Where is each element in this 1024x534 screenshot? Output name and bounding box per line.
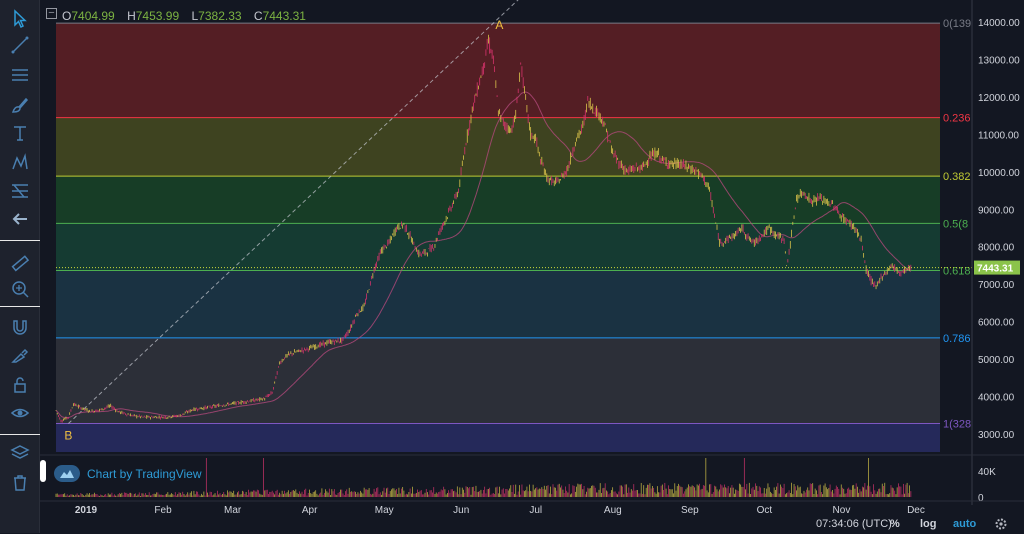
fib-zone: [56, 23, 940, 118]
eye-icon[interactable]: [6, 400, 34, 426]
toolbar-separator: [0, 434, 40, 435]
last-price-badge-text: 7443.31: [977, 264, 1014, 275]
close-key: C: [253, 9, 263, 23]
bottom-bar: 07:34:06 (UTC) % log auto: [40, 517, 1024, 533]
trash-icon[interactable]: [6, 470, 34, 496]
time-axis-tick: Jun: [453, 505, 469, 516]
low-value: 7382.33: [198, 9, 242, 23]
settings-gear-icon[interactable]: [994, 517, 1008, 534]
fib-zone: [56, 270, 940, 338]
time-axis-tick: Jul: [529, 505, 542, 516]
fib-point-a-label: A: [495, 18, 503, 32]
lock-icon[interactable]: [6, 372, 34, 398]
price-axis-tick: 14000.00: [978, 18, 1020, 29]
fib-level-label: 0.236: [943, 113, 971, 125]
fib-zone: [56, 117, 940, 177]
tradingview-watermark[interactable]: Chart by TradingView: [54, 465, 202, 482]
watermark-text: Chart by TradingView: [87, 466, 202, 481]
fib-level-label: 0.786: [943, 333, 971, 345]
cursor-icon[interactable]: [6, 6, 34, 32]
trend-line-icon[interactable]: [6, 32, 34, 58]
moving-average-line: [55, 91, 912, 418]
close-value: 7443.31: [262, 9, 306, 23]
toolbar-separator: [0, 240, 40, 241]
price-axis-tick: 10000.00: [978, 168, 1020, 179]
fib-level-label: 0.382: [943, 171, 971, 183]
volume-pane-handle[interactable]: [40, 460, 46, 482]
back-arrow-icon[interactable]: [6, 206, 34, 232]
log-toggle[interactable]: log: [920, 518, 937, 530]
fib-zone: [56, 176, 940, 224]
drawing-toolbar: [0, 0, 40, 533]
price-axis-tick: 8000.00: [978, 243, 1015, 254]
time-axis-tick: Dec: [907, 505, 925, 516]
time-axis-tick: Apr: [302, 505, 318, 516]
time-axis-tick: Feb: [154, 505, 172, 516]
time-axis-tick: 2019: [75, 505, 98, 516]
fib-zone: [56, 223, 940, 271]
fib-zone: [56, 337, 940, 424]
price-axis-tick: 9000.00: [978, 205, 1015, 216]
price-axis-tick: 3000.00: [978, 430, 1015, 441]
toolbar-separator: [0, 306, 40, 307]
price-axis-tick: 11000.00: [978, 130, 1019, 141]
time-axis-tick: Nov: [833, 505, 851, 516]
brush-icon[interactable]: [6, 92, 34, 118]
price-axis-tick: 12000.00: [978, 93, 1020, 104]
time-axis-tick: Aug: [604, 505, 622, 516]
high-key: H: [127, 9, 136, 23]
fib-trend-line[interactable]: [68, 0, 940, 424]
ohlc-legend: O7404.99 H7453.99 L7382.33 C7443.31: [62, 9, 315, 23]
low-key: L: [191, 9, 199, 23]
high-value: 7453.99: [135, 9, 180, 23]
price-axis-tick: 5000.00: [978, 355, 1015, 366]
ruler-icon[interactable]: [6, 250, 34, 276]
fib-level-label: 0.5(8: [943, 218, 968, 230]
price-axis-tick: 6000.00: [978, 318, 1015, 329]
layers-icon[interactable]: [6, 440, 34, 466]
time-axis-tick: Oct: [757, 505, 773, 516]
magnet-icon[interactable]: [6, 314, 34, 340]
time-axis-tick: Sep: [681, 505, 699, 516]
time-axis-tick: Mar: [224, 505, 242, 516]
volume-axis-tick: 0: [978, 493, 984, 504]
chart-area[interactable]: 0(139 0.236 0.382 0.5(8 0.618 0.786 1(328 A B 744…: [40, 0, 1024, 533]
zoom-icon[interactable]: [6, 276, 34, 302]
fib-zone: [56, 423, 940, 452]
text-icon[interactable]: [6, 120, 34, 146]
price-axis-tick: 7000.00: [978, 280, 1015, 291]
last-price-badge: [974, 260, 1020, 275]
open-value: 7404.99: [71, 9, 115, 23]
utc-clock: 07:34:06 (UTC): [816, 518, 892, 530]
price-axis-tick: 13000.00: [978, 55, 1020, 66]
volume-axis-tick: 40K: [978, 467, 996, 478]
horizontal-lines-icon[interactable]: [6, 62, 34, 88]
fib-point-b-label: B: [64, 429, 72, 443]
pattern-icon[interactable]: [6, 150, 34, 176]
lock-drawing-icon[interactable]: [6, 342, 34, 368]
time-axis-tick: May: [375, 505, 394, 516]
open-key: O: [62, 9, 72, 23]
auto-toggle[interactable]: auto: [953, 518, 977, 530]
fib-level-label: 1(328: [943, 419, 971, 431]
tradingview-logo-icon: [54, 465, 80, 482]
percent-toggle[interactable]: %: [890, 518, 900, 530]
fib-icon[interactable]: [6, 178, 34, 204]
fib-level-label: 0(139: [943, 18, 971, 30]
price-axis-tick: 4000.00: [978, 393, 1015, 404]
collapse-legend-button[interactable]: −: [46, 8, 57, 19]
fib-level-label: 0.618: [943, 266, 971, 278]
